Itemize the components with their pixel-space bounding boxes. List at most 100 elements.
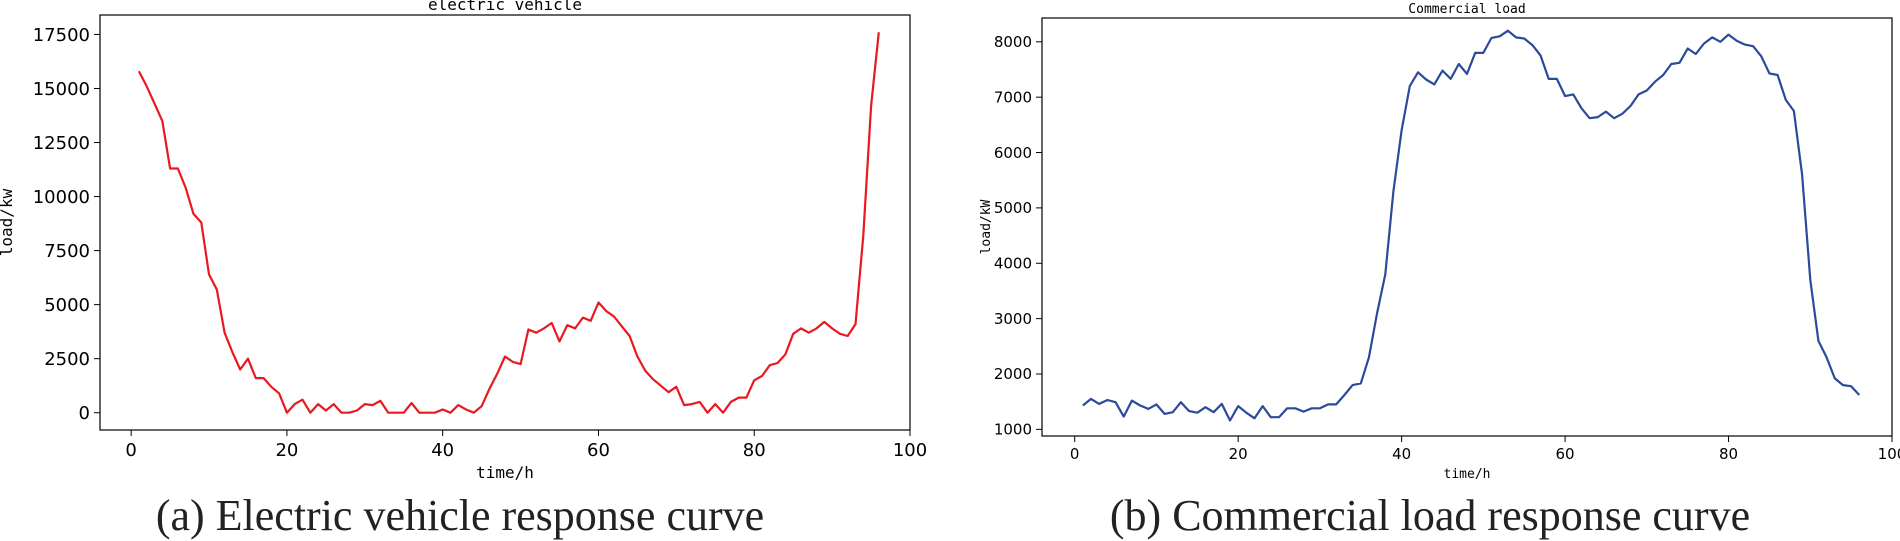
data-point [769,364,771,366]
y-tick-label: 3000 [994,310,1032,328]
data-point [551,322,553,324]
data-point [1776,74,1778,76]
data-point [699,401,701,403]
data-point [278,392,280,394]
data-point [1262,405,1264,407]
data-point [1621,113,1623,115]
data-point [1098,403,1100,405]
data-point [1466,73,1468,75]
data-points [138,31,880,414]
data-point [1825,356,1827,358]
data-point [862,234,864,236]
chart-title: electric vehicle [428,0,582,14]
data-point [800,327,802,329]
data-point [738,396,740,398]
data-point [1597,116,1599,118]
data-point [1147,408,1149,410]
data-point [473,412,475,414]
data-point [442,408,444,410]
data-point [605,310,607,312]
x-tick-label: 40 [1392,445,1411,463]
data-point [255,377,257,379]
data-point [566,324,568,326]
data-point [1744,43,1746,45]
series-line [137,32,880,414]
data-point [1499,35,1501,37]
data-point [1834,377,1836,379]
data-point [1539,54,1541,56]
x-tick-label: 100 [893,440,927,461]
data-point [1727,33,1729,35]
data-point [317,403,319,405]
data-point [1801,174,1803,176]
y-axis-label: load/kw [0,188,16,256]
data-point [1768,72,1770,74]
data-point [1605,110,1607,112]
data-point [426,412,428,414]
plot-frame [1041,17,1893,437]
data-point [185,187,187,189]
data-point [340,412,342,414]
data-point [1180,401,1182,403]
data-point [1474,52,1476,54]
data-point [1719,41,1721,43]
data-point [1204,406,1206,408]
data-point [667,391,669,393]
data-point [1082,404,1084,406]
data-point [1572,93,1574,95]
data-point [1319,407,1321,409]
data-point [465,408,467,410]
data-point [1278,416,1280,418]
data-point [535,332,537,334]
data-point [434,412,436,414]
data-point [325,409,327,411]
data-point [1253,417,1255,419]
data-point [1384,273,1386,275]
data-point [1270,416,1272,418]
data-point [831,327,833,329]
data-point [1351,384,1353,386]
data-point [582,316,584,318]
data-point [808,332,810,334]
data-point [644,369,646,371]
data-point [301,399,303,401]
data-point [223,332,225,334]
data-point [1670,63,1672,65]
y-tick-label: 2000 [994,365,1032,383]
data-point [1580,107,1582,109]
data-point [387,412,389,414]
data-point [153,102,155,104]
data-point [683,404,685,406]
data-point [161,120,163,122]
y-tick-label: 7500 [44,241,90,262]
data-point [1613,117,1615,119]
data-point [286,412,288,414]
data-point [870,105,872,107]
y-tick-label: 5000 [994,199,1032,217]
data-point [1507,30,1509,32]
data-point [1123,415,1125,417]
data-point [675,386,677,388]
data-point [660,385,662,387]
data-point [496,373,498,375]
commercial-chart: 0 20 40 60 80 100 1000 2000 3000 4000 5000 6000 7000… [979,2,1900,482]
data-point [776,362,778,364]
data-point [169,167,171,169]
data-point [239,368,241,370]
data-point [1450,78,1452,80]
data-point [348,412,350,414]
data-point [714,403,716,405]
data-point [1760,55,1762,57]
data-point [854,323,856,325]
data-point [270,386,272,388]
data-point [418,412,420,414]
data-point [177,167,179,169]
caption-commercial: (b) Commercial load response curve [1109,491,1751,540]
data-point [1556,78,1558,80]
data-point [1523,37,1525,39]
data-point [1212,411,1214,413]
chart-title: Commercial load [1408,2,1525,17]
y-tick-label: 4000 [994,255,1032,273]
data-point [1327,403,1329,405]
data-point [208,273,210,275]
